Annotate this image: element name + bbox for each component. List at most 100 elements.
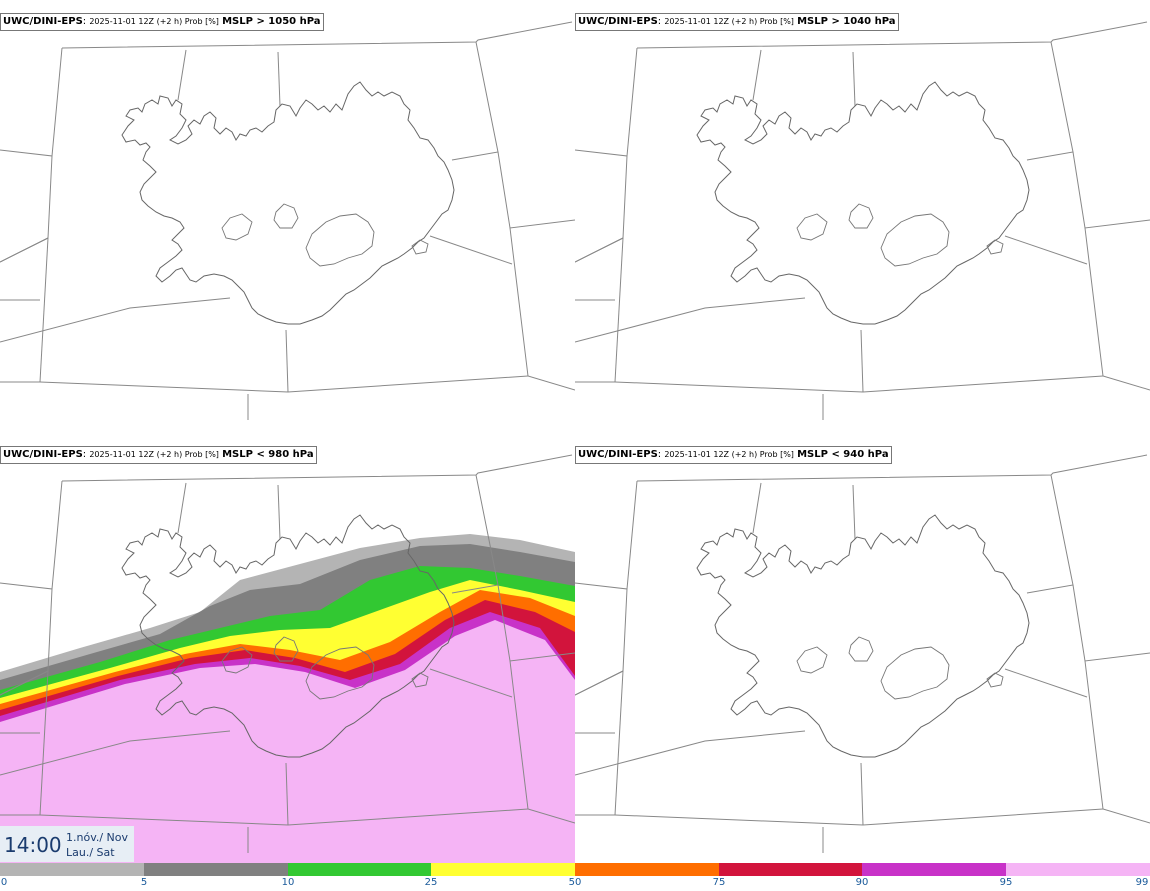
colorbar-tick-label: 25 [424, 877, 438, 888]
glacier-outline [880, 646, 950, 700]
iceland-coastline [121, 514, 455, 758]
colorbar-segment [144, 863, 288, 876]
map-grid-line [429, 668, 513, 698]
map-grid-line [752, 49, 762, 101]
colorbar-segment [575, 863, 719, 876]
map-grid-line [177, 49, 187, 101]
valid-time-box: 14:00 1.nóv./ Nov Lau./ Sat [0, 826, 134, 862]
map-grid-line [39, 237, 49, 383]
map-grid-line [1072, 151, 1150, 229]
map-grid-line [575, 237, 624, 263]
colorbar-segment [862, 863, 1006, 876]
map-grid-line [277, 484, 281, 540]
iceland-map [0, 21, 575, 420]
map-grid-line [0, 730, 231, 776]
map-grid-line [860, 329, 864, 393]
colorbar-segment [719, 863, 862, 876]
map-grid-line [1026, 41, 1074, 161]
map-grid-line [626, 47, 638, 157]
colorbar-tick-label: 0 [0, 877, 8, 888]
panel-title: UWC/DINI-EPS: 2025-11-01 12Z (+2 h) Prob… [575, 446, 892, 464]
colorbar-tick-label: 50 [568, 877, 582, 888]
colorbar-tick-label: 99 [1135, 877, 1149, 888]
iceland-map-probability [0, 454, 575, 866]
map-grid-line [497, 151, 575, 229]
iceland-coastline [121, 81, 455, 325]
glacier-outline [848, 636, 874, 662]
iceland-map [575, 21, 1150, 420]
glacier-outline [411, 672, 429, 688]
map-grid-line [752, 482, 762, 534]
panel-title: UWC/DINI-EPS: 2025-11-01 12Z (+2 h) Prob… [0, 13, 324, 31]
map-grid-line [429, 235, 513, 265]
glacier-outline [305, 213, 375, 267]
map-grid-line [451, 41, 499, 161]
valid-time-clock: 14:00 [4, 833, 62, 857]
iceland-map [575, 454, 1150, 853]
glacier-outline [411, 239, 429, 255]
valid-date: 1.nóv./ Nov [66, 831, 129, 844]
map-grid-line [51, 47, 63, 157]
map-grid-line [1084, 227, 1150, 391]
map-grid-line [51, 480, 63, 590]
map-grid-line [0, 149, 53, 263]
map-grid-line [1004, 235, 1088, 265]
glacier-outline [221, 213, 253, 241]
map-grid-line [0, 297, 231, 343]
map-grid-line [860, 762, 864, 826]
glacier-outline [305, 646, 375, 700]
map-panel-940: UWC/DINI-EPS: 2025-11-01 12Z (+2 h) Prob… [575, 433, 1150, 866]
map-grid-line [39, 375, 529, 393]
map-panel-1040: UWC/DINI-EPS: 2025-11-01 12Z (+2 h) Prob… [575, 0, 1150, 433]
map-grid-line [575, 149, 628, 263]
map-grid-line [0, 237, 49, 263]
colorbar-segment [0, 863, 144, 876]
colorbar-tick-label: 5 [140, 877, 148, 888]
map-panel-980: UWC/DINI-EPS: 2025-11-01 12Z (+2 h) Prob… [0, 433, 575, 866]
map-grid-line [0, 670, 49, 696]
map-grid-line [277, 51, 281, 107]
glacier-outline [221, 646, 253, 674]
map-grid-line [575, 297, 806, 343]
map-grid-line [1004, 668, 1088, 698]
colorbar-tick-label: 90 [855, 877, 869, 888]
map-grid-line [1026, 474, 1074, 594]
probability-colorbar: 0 5 10 25 50 75 90 95 99 [0, 863, 1150, 891]
map-grid-line [1072, 584, 1150, 662]
colorbar-segment [1006, 863, 1150, 876]
map-grid-line [852, 51, 856, 107]
map-grid-line [61, 454, 573, 482]
panel-title: UWC/DINI-EPS: 2025-11-01 12Z (+2 h) Prob… [0, 446, 317, 464]
map-grid-line [285, 762, 289, 826]
iceland-coastline [696, 81, 1030, 325]
valid-day: Lau./ Sat [66, 846, 115, 859]
colorbar-tick-label: 95 [999, 877, 1013, 888]
map-grid-line [39, 670, 49, 816]
glacier-outline [880, 213, 950, 267]
colorbar-segment [431, 863, 575, 876]
map-grid-line [614, 808, 1104, 826]
glacier-outline [273, 636, 299, 662]
map-panel-1050: UWC/DINI-EPS: 2025-11-01 12Z (+2 h) Prob… [0, 0, 575, 433]
map-grid-line [177, 482, 187, 534]
glacier-outline [986, 672, 1004, 688]
map-grid-line [285, 329, 289, 393]
glacier-outline [986, 239, 1004, 255]
glacier-outline [796, 213, 828, 241]
map-grid-line [626, 480, 638, 590]
map-grid-line [852, 484, 856, 540]
iceland-coastline [696, 514, 1030, 758]
colorbar-segment [288, 863, 431, 876]
colorbar-tick-label: 10 [281, 877, 295, 888]
glacier-outline [848, 203, 874, 229]
prob-band-99 [0, 620, 575, 866]
colorbar-tick-label: 75 [712, 877, 726, 888]
map-grid-line [575, 582, 628, 696]
glacier-outline [796, 646, 828, 674]
glacier-outline [273, 203, 299, 229]
map-grid-line [1084, 660, 1150, 824]
map-grid-line [61, 21, 573, 49]
map-grid-line [575, 730, 806, 776]
map-grid-line [636, 454, 1148, 482]
map-grid-line [636, 21, 1148, 49]
